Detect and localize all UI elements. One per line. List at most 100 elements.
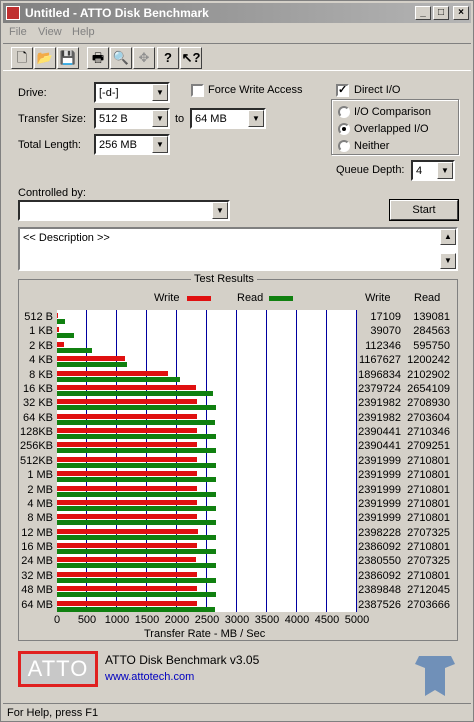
io-comparison-radio[interactable] (338, 106, 350, 118)
bar-read-11 (57, 477, 216, 483)
chevron-down-icon[interactable]: ▼ (152, 110, 168, 127)
close-button[interactable]: × (453, 6, 469, 20)
description-text: << Description >> (23, 232, 110, 244)
new-file-icon[interactable]: 🗋 (11, 47, 33, 69)
read-value: 2712045 (407, 584, 450, 597)
drive-select[interactable]: [-d-] ▼ (94, 82, 170, 103)
read-value: 2102902 (407, 368, 450, 381)
menu-file[interactable]: File (9, 26, 27, 38)
chevron-down-icon[interactable]: ▼ (152, 84, 168, 101)
bar-read-7 (57, 419, 216, 425)
description-textarea[interactable]: << Description >> ▲ ▼ (18, 227, 458, 271)
drive-label: Drive: (18, 87, 47, 99)
menu-view[interactable]: View (38, 26, 62, 38)
category-label: 512KB (19, 454, 53, 467)
queue-depth-select[interactable]: 4 ▼ (411, 160, 455, 181)
overlapped-io-radio[interactable] (338, 123, 350, 135)
bar-write-18 (57, 571, 197, 577)
bar-read-19 (57, 592, 216, 598)
queue-depth-label: Queue Depth: (336, 164, 405, 176)
scroll-down-icon[interactable]: ▼ (440, 253, 456, 269)
write-value: 2387526 (358, 598, 401, 611)
read-legend-label: Read (237, 292, 264, 304)
bar-write-16 (57, 543, 197, 549)
chevron-down-icon[interactable]: ▼ (437, 162, 453, 179)
chevron-down-icon[interactable]: ▼ (248, 110, 264, 127)
context-help-icon[interactable]: ↖? (180, 47, 202, 69)
write-value: 2380550 (358, 555, 401, 568)
category-label: 48 MB (21, 584, 53, 597)
bar-read-8 (57, 434, 216, 440)
menu-help[interactable]: Help (72, 26, 95, 38)
to-label: to (175, 113, 185, 125)
print-icon[interactable]: 🖶 (87, 47, 109, 69)
bar-read-13 (57, 505, 216, 511)
transfer-rate-chart (57, 310, 357, 612)
read-value: 2710801 (407, 469, 450, 482)
force-write-checkbox[interactable] (191, 84, 204, 97)
transfer-size-from-select[interactable]: 512 B ▼ (94, 108, 170, 129)
chevron-down-icon[interactable]: ▼ (212, 202, 228, 219)
open-folder-icon[interactable]: 📂 (34, 47, 56, 69)
help-icon[interactable]: ? (157, 47, 179, 69)
bar-write-3 (57, 356, 126, 362)
minimize-button[interactable]: _ (415, 6, 431, 20)
category-label: 1 MB (27, 469, 53, 482)
neither-radio[interactable] (338, 140, 350, 152)
neither-label: Neither (354, 140, 390, 152)
bar-read-15 (57, 534, 216, 540)
x-tick-label: 0 (53, 614, 61, 626)
write-value: 2391999 (358, 483, 401, 496)
x-tick-label: 500 (77, 614, 97, 626)
website-link[interactable]: www.attotech.com (105, 671, 195, 683)
x-tick-label: 3000 (224, 614, 250, 626)
x-axis-label: Transfer Rate - MB / Sec (144, 628, 266, 640)
read-value: 2654109 (407, 382, 450, 395)
bar-write-14 (57, 514, 198, 520)
bar-write-2 (57, 341, 64, 347)
gridline (206, 310, 207, 612)
category-label: 2 MB (27, 483, 53, 496)
overlapped-io-label: Overlapped I/O (354, 123, 429, 135)
scroll-up-icon[interactable]: ▲ (440, 229, 456, 245)
read-value: 2708930 (407, 397, 450, 410)
maximize-button[interactable]: □ (433, 6, 449, 20)
category-label: 12 MB (21, 526, 53, 539)
x-tick-label: 2000 (164, 614, 190, 626)
category-label: 128KB (19, 426, 53, 439)
bar-write-20 (57, 600, 197, 606)
category-label: 2 KB (29, 339, 53, 352)
category-label: 16 KB (23, 382, 53, 395)
print-preview-icon[interactable]: 🔍 (110, 47, 132, 69)
direct-io-checkbox[interactable]: ✓ (336, 84, 349, 97)
bar-write-10 (57, 456, 198, 462)
bar-read-12 (57, 491, 216, 497)
category-label: 32 KB (23, 397, 53, 410)
gridline (296, 310, 297, 612)
read-value: 2709251 (407, 440, 450, 453)
chevron-down-icon[interactable]: ▼ (152, 136, 168, 153)
write-value: 2391999 (358, 512, 401, 525)
bar-write-13 (57, 499, 198, 505)
category-label: 256KB (19, 440, 53, 453)
x-tick-label: 1000 (104, 614, 130, 626)
direct-io-label: Direct I/O (354, 84, 401, 96)
bar-write-4 (57, 370, 169, 376)
move-icon[interactable]: ✥ (133, 47, 155, 69)
start-button[interactable]: Start (390, 200, 458, 220)
bar-write-19 (57, 586, 198, 592)
read-value: 2710801 (407, 483, 450, 496)
save-icon[interactable]: 💾 (57, 47, 79, 69)
total-length-select[interactable]: 256 MB ▼ (94, 134, 170, 155)
transfer-size-label: Transfer Size: (18, 113, 87, 125)
bar-read-16 (57, 549, 216, 555)
controlled-by-select[interactable]: ▼ (18, 200, 230, 221)
app-icon (6, 6, 20, 20)
force-write-label: Force Write Access (208, 84, 303, 96)
read-value: 284563 (413, 325, 450, 338)
write-column-header: Write (365, 292, 391, 304)
transfer-size-to-select[interactable]: 64 MB ▼ (190, 108, 266, 129)
x-tick-label: 2500 (194, 614, 220, 626)
category-label: 64 KB (23, 411, 53, 424)
bar-read-9 (57, 448, 216, 454)
